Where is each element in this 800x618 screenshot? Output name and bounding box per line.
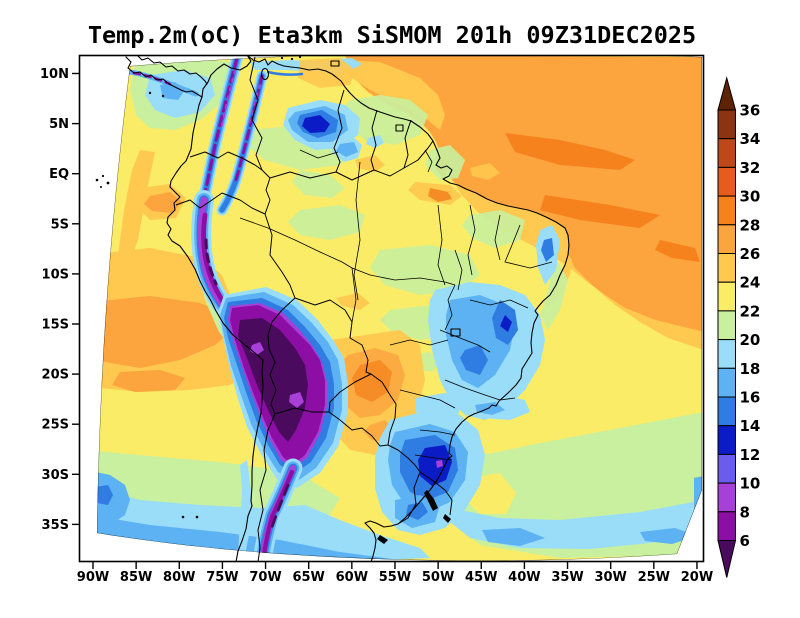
colorbar-label: 14: [740, 417, 761, 435]
coastlines: [125, 55, 570, 562]
y-tick-label: 35S: [42, 518, 69, 533]
x-tick-label: 30W: [594, 570, 626, 585]
colorbar-segment: [717, 511, 736, 541]
y-axis: 10N 5N EQ 5S 10S 15S 20S 25S 30S 35S: [40, 67, 79, 533]
x-tick-label: 40W: [508, 570, 540, 585]
islands-and-lakes: [95, 55, 451, 544]
colorbar-label: 22: [740, 302, 761, 320]
colorbar-segment: [717, 367, 736, 398]
colorbar-segment: [717, 453, 736, 484]
colorbar-label: 30: [740, 188, 761, 206]
colorbar-label: 16: [740, 389, 761, 407]
colorbar-label: 26: [740, 245, 761, 263]
colorbar-label: 10: [740, 475, 761, 493]
colorbar-above-max-arrow: [717, 76, 737, 111]
andes-range: [127, 55, 348, 561]
x-tick-label: 25W: [638, 570, 670, 585]
x-tick-label: 80W: [163, 570, 195, 585]
x-tick-label: 55W: [379, 570, 411, 585]
plot-frame: [78, 54, 705, 563]
x-tick-label: 60W: [336, 570, 368, 585]
colorbar-label: 18: [740, 360, 761, 378]
y-tick-label: 15S: [42, 318, 69, 333]
colorbar-label: 6: [740, 532, 750, 550]
x-tick-label: 35W: [551, 570, 583, 585]
y-tick-label: 5S: [51, 217, 69, 232]
colorbar: 36 34 32 30 28 26 24 22 20 18 16 14 12 10 8 6: [717, 76, 761, 578]
x-tick-label: 70W: [249, 570, 281, 585]
x-tick-label: 45W: [465, 570, 497, 585]
colorbar-segment: [717, 195, 736, 226]
colorbar-label: 12: [740, 446, 761, 464]
domain-boundary: [97, 55, 702, 561]
y-tick-label: 10N: [40, 67, 69, 82]
colorbar-segment: [717, 396, 736, 427]
x-axis: 90W 85W 80W 75W 70W 65W 60W 55W 50W 45W 40W 35W 30W 2…: [77, 562, 713, 585]
colorbar-segment: [717, 281, 736, 312]
colorbar-label: 36: [740, 102, 761, 120]
colorbar-segment: [717, 482, 736, 513]
x-tick-label: 90W: [77, 570, 109, 585]
colorbar-segment: [717, 109, 736, 140]
colorbar-below-min-arrow: [717, 540, 737, 578]
country-borders: [175, 56, 453, 562]
x-tick-label: 65W: [292, 570, 324, 585]
colorbar-segment: [717, 138, 736, 168]
x-tick-label: 85W: [120, 570, 152, 585]
y-tick-label: 25S: [42, 418, 69, 433]
colorbar-segment: [717, 166, 736, 197]
x-tick-label: 75W: [206, 570, 238, 585]
x-tick-label: 50W: [422, 570, 454, 585]
y-tick-label: 20S: [42, 368, 69, 383]
y-tick-label: 10S: [42, 267, 69, 282]
colorbar-segment: [717, 224, 736, 255]
highland-cold-patches: [283, 100, 560, 535]
colorbar-label: 24: [740, 274, 761, 292]
y-tick-label: 5N: [49, 117, 69, 132]
x-tick-label: 20W: [681, 570, 713, 585]
colorbar-segment: [717, 425, 736, 455]
colorbar-label: 32: [740, 159, 761, 177]
state-borders: [239, 149, 553, 461]
colorbar-label: 34: [740, 130, 761, 148]
colorbar-segment: [717, 339, 736, 369]
colorbar-label: 28: [740, 216, 761, 234]
colorbar-segment: [717, 310, 736, 341]
colorbar-label: 20: [740, 331, 761, 349]
plot-title: Temp.2m(oC) Eta3km SiSMOM 201h 09Z31DEC2…: [88, 21, 696, 49]
plot-area: [95, 55, 702, 562]
colorbar-segment: [717, 253, 736, 283]
y-tick-label: EQ: [49, 167, 69, 182]
y-tick-label: 30S: [42, 468, 69, 483]
temperature-field: [97, 55, 702, 561]
colorbar-label: 8: [740, 503, 750, 521]
